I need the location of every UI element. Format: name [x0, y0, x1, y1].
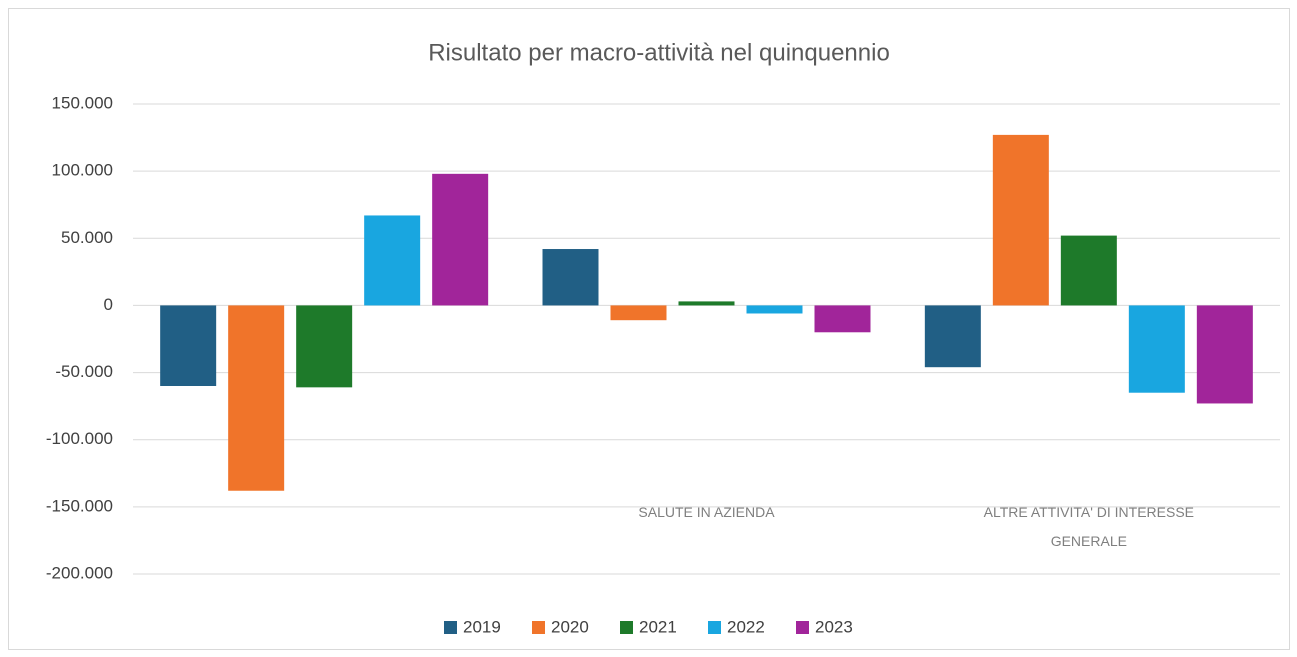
bar	[814, 305, 871, 333]
bar	[542, 249, 599, 306]
bar	[228, 305, 285, 491]
bar	[296, 305, 353, 388]
x-tick-label-box: ALTRE ATTIVITA' DI INTERESSE GENERALE	[983, 504, 1195, 549]
legend-swatch	[708, 621, 721, 634]
y-tick-label: -50.000	[55, 362, 113, 381]
y-tick-label: -150.000	[46, 496, 113, 515]
bar	[746, 305, 803, 314]
y-tick-label: -200.000	[46, 563, 113, 582]
x-tick-label: SALUTE IN AZIENDA	[638, 504, 775, 520]
x-tick-label: ALTRE ATTIVITA' DI INTERESSE GENERALE	[983, 504, 1195, 549]
x-tick-label-box: SALUTE IN AZIENDA	[638, 504, 775, 520]
legend-label: 2022	[727, 617, 765, 636]
y-tick-label: -100.000	[46, 429, 113, 448]
bar	[432, 173, 489, 306]
legend-label: 2023	[815, 617, 853, 636]
bar	[160, 305, 217, 386]
legend-swatch	[620, 621, 633, 634]
legend-swatch	[444, 621, 457, 634]
legend-swatch	[532, 621, 545, 634]
bar	[1196, 305, 1253, 404]
bar	[1128, 305, 1185, 393]
y-tick-label: 150.000	[52, 93, 113, 112]
legend-label: 2021	[639, 617, 677, 636]
bar	[924, 305, 981, 368]
bar	[1060, 235, 1117, 306]
legend-swatch	[796, 621, 809, 634]
bar	[992, 134, 1049, 306]
y-tick-label: 50.000	[61, 228, 113, 247]
legend-label: 2019	[463, 617, 501, 636]
chart-border	[8, 8, 1290, 650]
y-tick-label: 0	[104, 295, 113, 314]
bar	[610, 305, 667, 321]
chart-title: Risultato per macro-attività nel quinque…	[428, 39, 890, 66]
bar	[678, 301, 735, 306]
bar	[364, 215, 421, 306]
y-tick-label: 100.000	[52, 161, 113, 180]
legend-label: 2020	[551, 617, 589, 636]
